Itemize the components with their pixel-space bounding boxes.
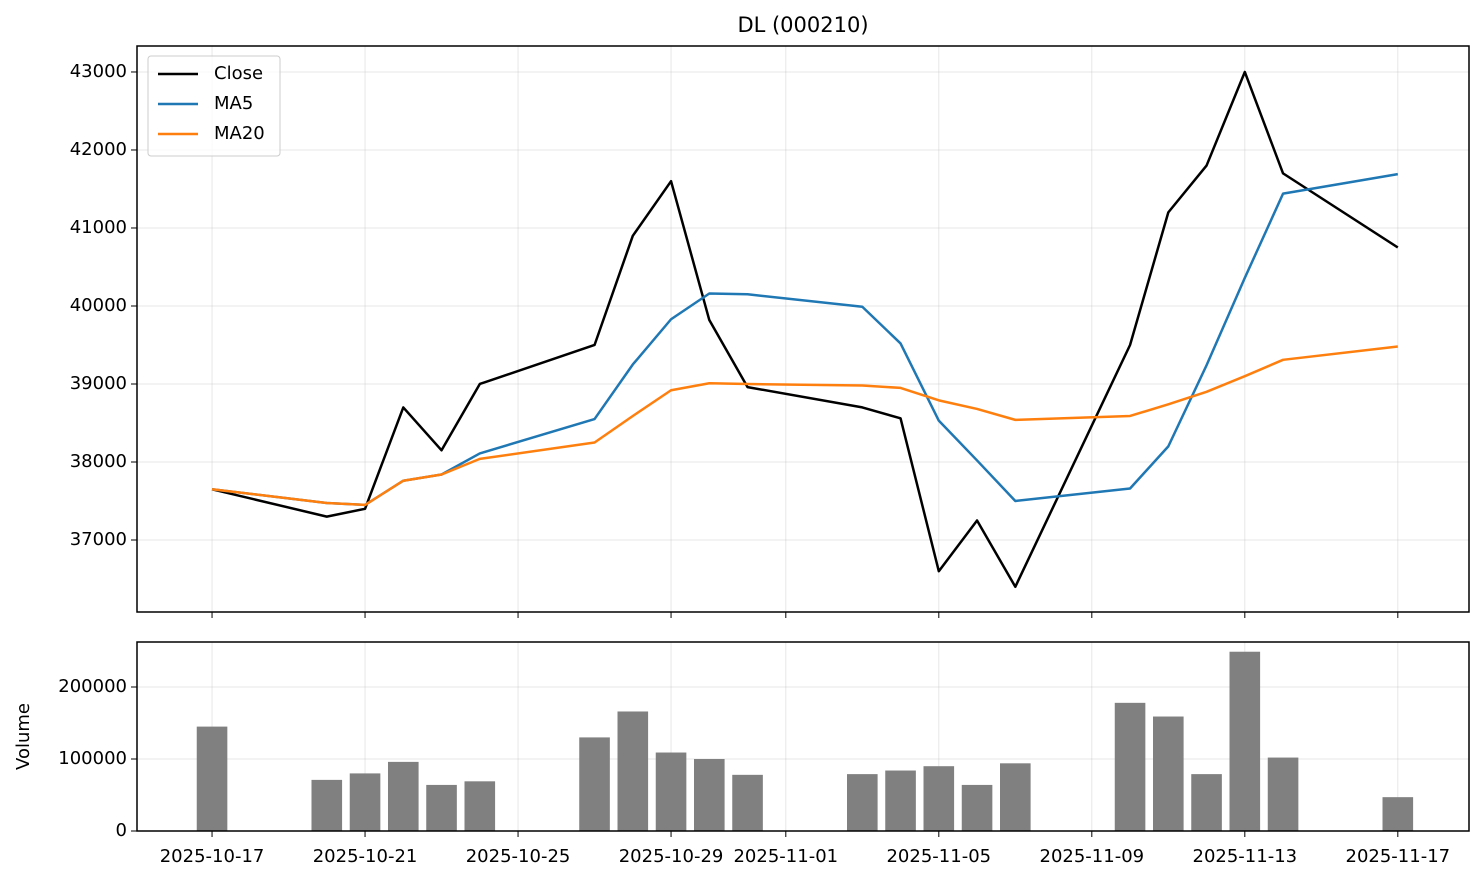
bar <box>311 779 343 831</box>
y-axis-label: Volume <box>13 703 34 770</box>
bar <box>1267 757 1299 831</box>
legend-label: Close <box>214 63 263 84</box>
x-tick-label: 2025-10-25 <box>466 846 571 867</box>
y-tick-label: 37000 <box>70 529 127 550</box>
y-tick-label: 43000 <box>70 61 127 82</box>
x-tick-label: 2025-10-29 <box>619 846 724 867</box>
y-tick-label: 42000 <box>70 139 127 160</box>
x-tick-label: 2025-10-17 <box>160 846 265 867</box>
bar <box>1382 797 1414 831</box>
bar <box>885 770 916 831</box>
bar <box>923 766 955 831</box>
line-series <box>211 345 1398 507</box>
x-tick-label: 2025-11-01 <box>733 846 838 867</box>
bar <box>464 781 496 831</box>
line-series <box>211 172 1399 507</box>
x-tick-label: 2025-11-05 <box>886 846 991 867</box>
bar <box>196 726 228 831</box>
bar <box>732 774 763 831</box>
bar <box>1229 651 1261 831</box>
y-tick-label: 100000 <box>58 748 127 769</box>
bar <box>961 784 993 831</box>
bar <box>579 737 610 831</box>
bar <box>1153 716 1184 831</box>
bar <box>1191 774 1222 831</box>
bar <box>1114 702 1146 831</box>
x-tick-label: 2025-11-17 <box>1346 846 1451 867</box>
bar <box>349 773 381 831</box>
legend-box <box>147 55 281 157</box>
legend-label: MA20 <box>214 123 265 144</box>
plot-frame <box>136 641 1470 832</box>
y-tick-label: 0 <box>116 820 127 841</box>
bar <box>693 759 725 831</box>
chart-title: DL (000210) <box>737 13 868 37</box>
bar <box>847 774 878 831</box>
legend-label: MA5 <box>214 93 253 114</box>
line-series <box>211 70 1399 589</box>
x-tick-label: 2025-11-13 <box>1193 846 1298 867</box>
y-tick-label: 200000 <box>58 676 127 697</box>
y-tick-label: 38000 <box>70 451 127 472</box>
bar <box>655 752 687 831</box>
y-tick-label: 40000 <box>70 295 127 316</box>
bar <box>426 784 457 831</box>
x-tick-label: 2025-10-21 <box>313 846 418 867</box>
bar <box>617 711 649 831</box>
plot-frame <box>136 45 1470 613</box>
bar <box>387 761 419 831</box>
y-tick-label: 41000 <box>70 217 127 238</box>
x-tick-label: 2025-11-09 <box>1040 846 1145 867</box>
bar <box>1000 763 1031 831</box>
y-tick-label: 39000 <box>70 373 127 394</box>
